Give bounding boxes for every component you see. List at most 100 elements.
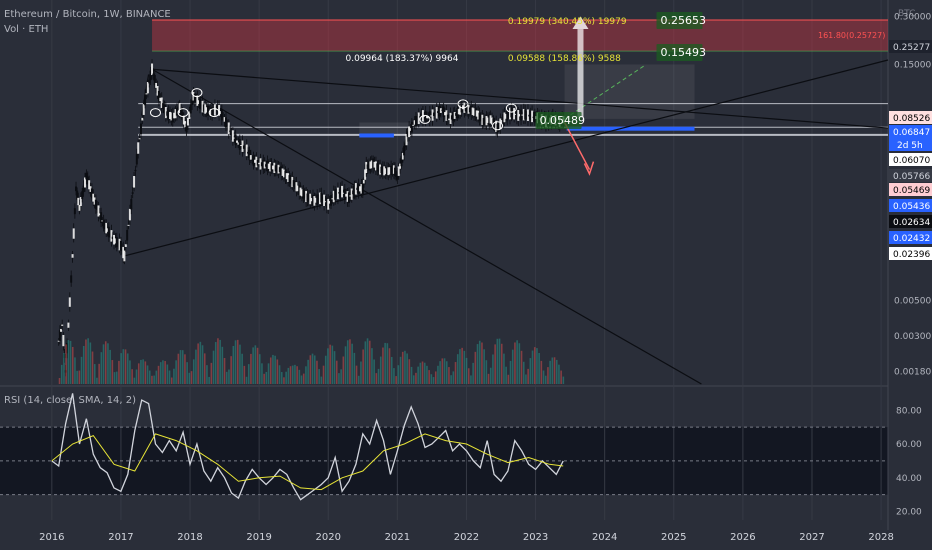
candle-body	[168, 111, 171, 119]
candle-body	[475, 110, 478, 117]
volume-bar	[87, 338, 89, 384]
candle-body	[287, 173, 290, 183]
candle-body	[352, 190, 355, 195]
volume-bar	[489, 367, 492, 384]
candle-body	[517, 109, 520, 121]
volume-bar	[463, 350, 466, 384]
volume-bar	[536, 348, 538, 384]
candle-body	[62, 334, 65, 347]
candle-body	[394, 167, 397, 176]
price-tag-bg	[889, 169, 932, 182]
candle-body	[241, 140, 244, 152]
candle-body	[119, 241, 122, 251]
candle-body	[346, 191, 349, 202]
candle-body	[133, 175, 136, 188]
candle-body	[139, 123, 142, 135]
volume-bar	[91, 351, 94, 384]
candle-body	[197, 100, 200, 105]
candle-body	[445, 110, 448, 121]
year-tick-label: 2016	[39, 532, 64, 543]
volume-bar	[115, 371, 118, 384]
volume-line[interactable]: Vol · ETH	[4, 24, 49, 35]
volume-bar	[529, 358, 532, 384]
volume-bar	[278, 365, 281, 384]
volume-bar	[265, 371, 268, 384]
candle-body	[430, 115, 433, 117]
candle-body	[356, 187, 359, 190]
candle-body	[343, 188, 346, 200]
volume-bar	[399, 356, 402, 384]
volume-bar	[219, 339, 221, 384]
volume-bar	[274, 355, 276, 384]
volume-bar	[131, 369, 133, 384]
candle-body	[155, 82, 158, 88]
volume-bar	[289, 366, 292, 384]
target-zone	[152, 19, 888, 52]
price-tag-bg	[889, 40, 932, 53]
candle-body	[126, 229, 129, 241]
candle-body	[353, 185, 356, 196]
candle-body	[455, 113, 458, 116]
candle-body	[520, 109, 523, 121]
candle-body	[204, 104, 207, 114]
volume-bar	[417, 366, 419, 384]
volume-bar	[173, 368, 175, 384]
candle-body	[525, 114, 528, 116]
candle-body	[449, 112, 452, 124]
countdown-tag-bg	[889, 138, 932, 151]
candle-body	[416, 118, 419, 121]
symbol-line[interactable]: Ethereum / Bitcoin, 1W, BINANCE	[4, 9, 171, 20]
rsi-line	[51, 393, 564, 501]
candle-body	[316, 194, 319, 205]
candle-body	[137, 142, 140, 154]
candle-body	[413, 120, 416, 125]
candle-body	[330, 195, 333, 206]
volume-bar	[254, 345, 257, 384]
candle-body	[98, 213, 101, 216]
candle-body	[420, 113, 423, 118]
candle-body	[506, 110, 509, 121]
candle-body	[332, 190, 335, 203]
candle-body	[276, 164, 279, 173]
candle-body	[484, 117, 487, 125]
candle-body	[380, 166, 383, 174]
volume-bar	[74, 357, 76, 384]
candle-body	[260, 162, 263, 167]
candle-body	[467, 104, 470, 114]
rsi-ma-line	[51, 433, 564, 491]
price-tag-bg	[889, 247, 932, 260]
volume-bar	[472, 362, 474, 384]
pivot-marker	[419, 114, 431, 124]
volume-bar	[188, 372, 191, 384]
annotation-box-top: 0.25653	[660, 14, 706, 27]
projection-box	[564, 64, 695, 119]
volume-bar	[170, 377, 173, 384]
candle-body	[521, 114, 524, 116]
pivot-marker	[492, 121, 504, 131]
candle-body	[500, 120, 503, 124]
candle-body	[533, 111, 536, 123]
volume-bar	[320, 376, 323, 384]
candle-body	[97, 205, 100, 217]
candle-body	[437, 111, 440, 114]
volume-bar	[452, 371, 455, 384]
candle-body	[370, 160, 373, 169]
pivot-marker	[505, 103, 517, 113]
volume-bar	[362, 349, 364, 384]
candle-body	[273, 162, 276, 174]
candle-body	[479, 115, 482, 122]
candle-body	[94, 199, 97, 209]
candle-body	[231, 130, 234, 142]
candle-body	[188, 111, 191, 120]
candle-body	[77, 197, 80, 206]
annotation-fib-label: 161.80(0.25727)	[818, 31, 885, 40]
candle-body	[164, 107, 167, 119]
volume-bar	[223, 357, 226, 384]
candle-body	[417, 112, 420, 125]
candle-body	[85, 172, 88, 180]
candle-body	[291, 176, 294, 188]
candle-body	[212, 108, 215, 113]
annotation-box-low-bg	[535, 112, 582, 129]
candle-body	[226, 124, 229, 127]
